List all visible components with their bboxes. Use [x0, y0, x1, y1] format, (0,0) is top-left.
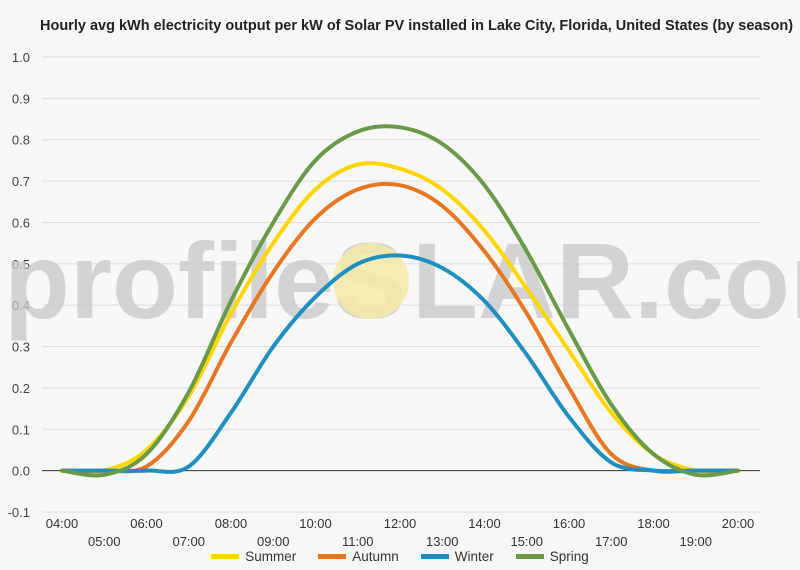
x-tick-label: 13:00: [426, 534, 459, 549]
legend-swatch: [318, 554, 347, 559]
x-tick-label: 14:00: [468, 516, 501, 531]
x-tick-label: 17:00: [595, 534, 628, 549]
x-tick-label: 05:00: [88, 534, 121, 549]
legend-item-autumn: Autumn: [318, 549, 399, 564]
legend-label: Summer: [245, 549, 297, 564]
x-tick-label: 09:00: [257, 534, 290, 549]
chart-title: Hourly avg kWh electricity output per kW…: [40, 18, 794, 34]
y-tick-label: 0.5: [12, 257, 30, 272]
series-line-winter: [60, 253, 740, 474]
x-tick-label: 11:00: [342, 534, 374, 549]
x-tick-label: 16:00: [553, 516, 586, 531]
legend: Summer Autumn Winter Spring: [0, 549, 800, 564]
x-tick-label: 20:00: [722, 516, 755, 531]
watermark-sun-icon: [333, 243, 409, 319]
series-line-autumn: [60, 181, 740, 474]
legend-item-winter: Winter: [420, 549, 494, 564]
legend-item-spring: Spring: [515, 549, 589, 564]
x-tick-label: 18:00: [637, 516, 670, 531]
y-tick-label: 0.9: [12, 91, 30, 106]
legend-swatch: [515, 554, 544, 559]
watermark-text-right: LAR.com: [412, 220, 800, 341]
x-tick-label: 06:00: [130, 516, 163, 531]
y-tick-label: -0.1: [8, 505, 30, 520]
y-tick-label: 0.2: [12, 381, 30, 396]
legend-label: Autumn: [352, 549, 399, 564]
legend-label: Spring: [549, 549, 589, 564]
x-tick-label: 19:00: [679, 534, 712, 549]
x-tick-label: 08:00: [215, 516, 248, 531]
legend-swatch: [211, 554, 240, 559]
x-tick-label: 12:00: [384, 516, 417, 531]
x-tick-label: 15:00: [510, 534, 543, 549]
y-tick-label: 0.8: [12, 133, 30, 148]
y-tick-label: 0.7: [12, 174, 30, 189]
x-tick-label: 10:00: [299, 516, 332, 531]
y-tick-label: 1.0: [12, 50, 30, 65]
y-tick-label: 0.0: [12, 464, 30, 479]
y-tick-label: 0.6: [12, 215, 30, 230]
x-tick-label: 07:00: [172, 534, 205, 549]
series-line-spring: [60, 124, 740, 478]
y-tick-label: 0.1: [12, 422, 30, 437]
x-tick-label: 04:00: [46, 516, 79, 531]
y-tick-label: 0.4: [12, 298, 30, 313]
legend-item-summer: Summer: [211, 549, 296, 564]
y-tick-label: 0.3: [12, 340, 30, 355]
legend-swatch: [420, 554, 449, 559]
legend-label: Winter: [454, 549, 494, 564]
